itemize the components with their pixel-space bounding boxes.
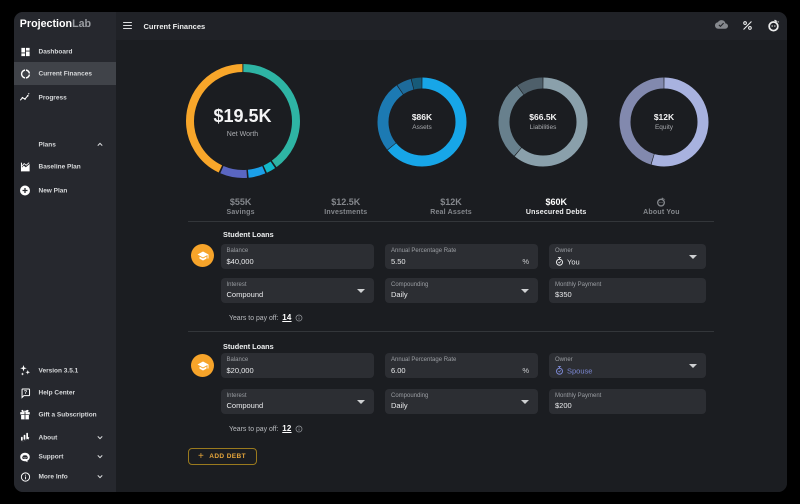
svg-text:?: ? <box>23 390 26 396</box>
